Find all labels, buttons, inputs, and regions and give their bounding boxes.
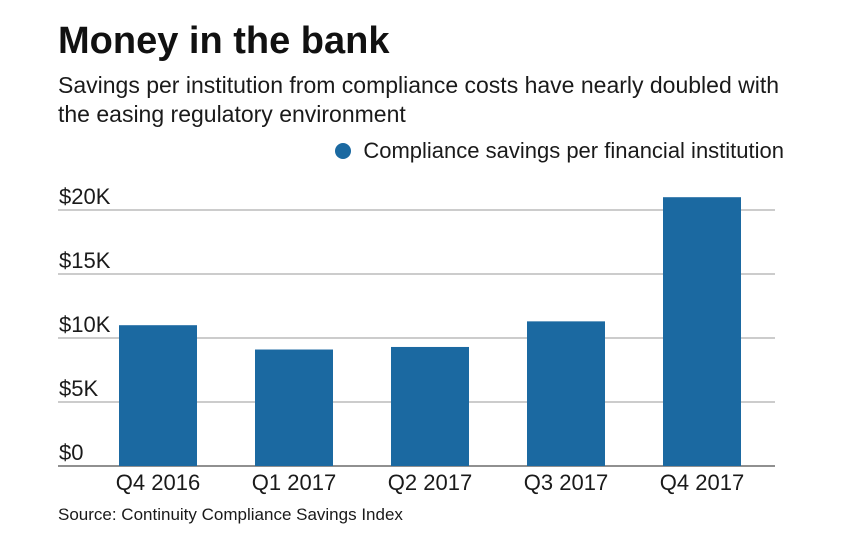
bar — [527, 321, 605, 466]
y-axis-tick-labels: $0 $5K $10K $15K $20K — [59, 184, 111, 465]
y-tick-label: $10K — [59, 312, 111, 337]
bar — [119, 325, 197, 466]
legend-label: Compliance savings per financial institu… — [363, 138, 784, 163]
x-tick-label: Q4 2017 — [660, 470, 744, 495]
bars — [119, 197, 741, 466]
bar — [663, 197, 741, 466]
x-tick-label: Q2 2017 — [388, 470, 472, 495]
x-tick-label: Q4 2016 — [116, 470, 200, 495]
x-tick-label: Q3 2017 — [524, 470, 608, 495]
chart-title: Money in the bank — [58, 20, 390, 62]
y-tick-label: $5K — [59, 376, 98, 401]
x-tick-label: Q1 2017 — [252, 470, 336, 495]
legend: Compliance savings per financial institu… — [335, 138, 784, 164]
bar — [391, 346, 469, 466]
source-note: Source: Continuity Compliance Savings In… — [58, 505, 403, 524]
bar-chart: $0$5K$10K$15K$20K Q4 2016 Q1 2017 Q2 2017 Q… — [58, 184, 775, 495]
y-tick-label: $0 — [59, 440, 83, 465]
y-tick-label: $15K — [59, 248, 111, 273]
x-axis-tick-labels: Q4 2016 Q1 2017 Q2 2017 Q3 2017 Q4 2017 — [116, 470, 744, 495]
chart-subtitle: Savings per institution from compliance … — [58, 72, 780, 127]
legend-marker-icon — [335, 143, 352, 159]
y-tick-label: $20K — [59, 184, 111, 209]
bar — [255, 349, 333, 466]
